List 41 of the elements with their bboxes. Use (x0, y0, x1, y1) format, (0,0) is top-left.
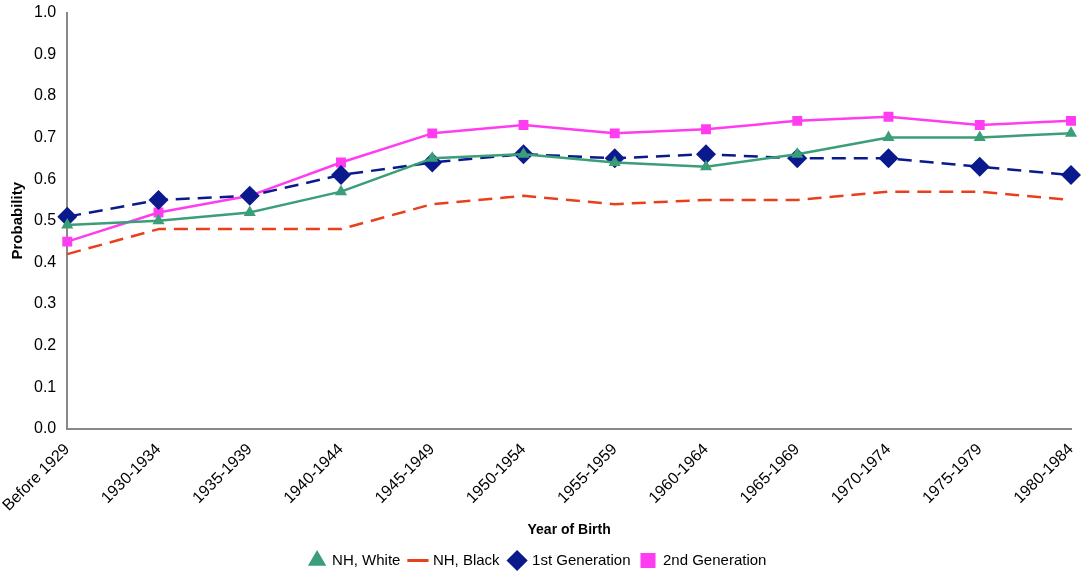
y-tick-label: 0.1 (33, 377, 57, 395)
point (883, 111, 894, 122)
y-tick-label: 0.5 (33, 211, 57, 229)
point (609, 128, 620, 139)
y-tick-label: 1.0 (33, 3, 57, 21)
point (61, 217, 74, 229)
point (969, 156, 990, 177)
y-tick-label: 0.7 (33, 127, 57, 145)
point (974, 120, 985, 130)
point (62, 236, 73, 247)
point (792, 115, 803, 126)
legend-label: 1st Generation (532, 550, 631, 568)
point (1061, 164, 1081, 185)
point (330, 164, 351, 185)
point (148, 189, 169, 210)
point (973, 130, 986, 142)
point (878, 148, 899, 169)
y-tick-label: 0.6 (33, 169, 57, 187)
y-tick-label: 0.9 (33, 44, 57, 62)
point (696, 144, 716, 165)
point (334, 184, 348, 196)
point (1064, 126, 1078, 137)
legend-label: NH, White (332, 550, 401, 568)
legend-label: NH, Black (432, 550, 501, 568)
point (1066, 115, 1076, 126)
point (882, 130, 895, 142)
point (427, 128, 438, 139)
point (699, 159, 713, 171)
point (152, 213, 165, 225)
y-tick-label: 0.3 (33, 294, 57, 312)
x-axis-title: Year of Birth (527, 521, 611, 538)
y-tick-label: 0.8 (33, 86, 57, 104)
y-axis-title: Probability (8, 181, 26, 260)
point (518, 120, 529, 130)
y-tick-label: 0.0 (33, 419, 57, 437)
point (701, 124, 711, 135)
legend-label: 2nd Generation (663, 550, 767, 568)
point (243, 205, 256, 216)
point (239, 185, 260, 206)
y-tick-label: 0.4 (33, 252, 57, 270)
y-tick-label: 0.2 (33, 336, 57, 354)
